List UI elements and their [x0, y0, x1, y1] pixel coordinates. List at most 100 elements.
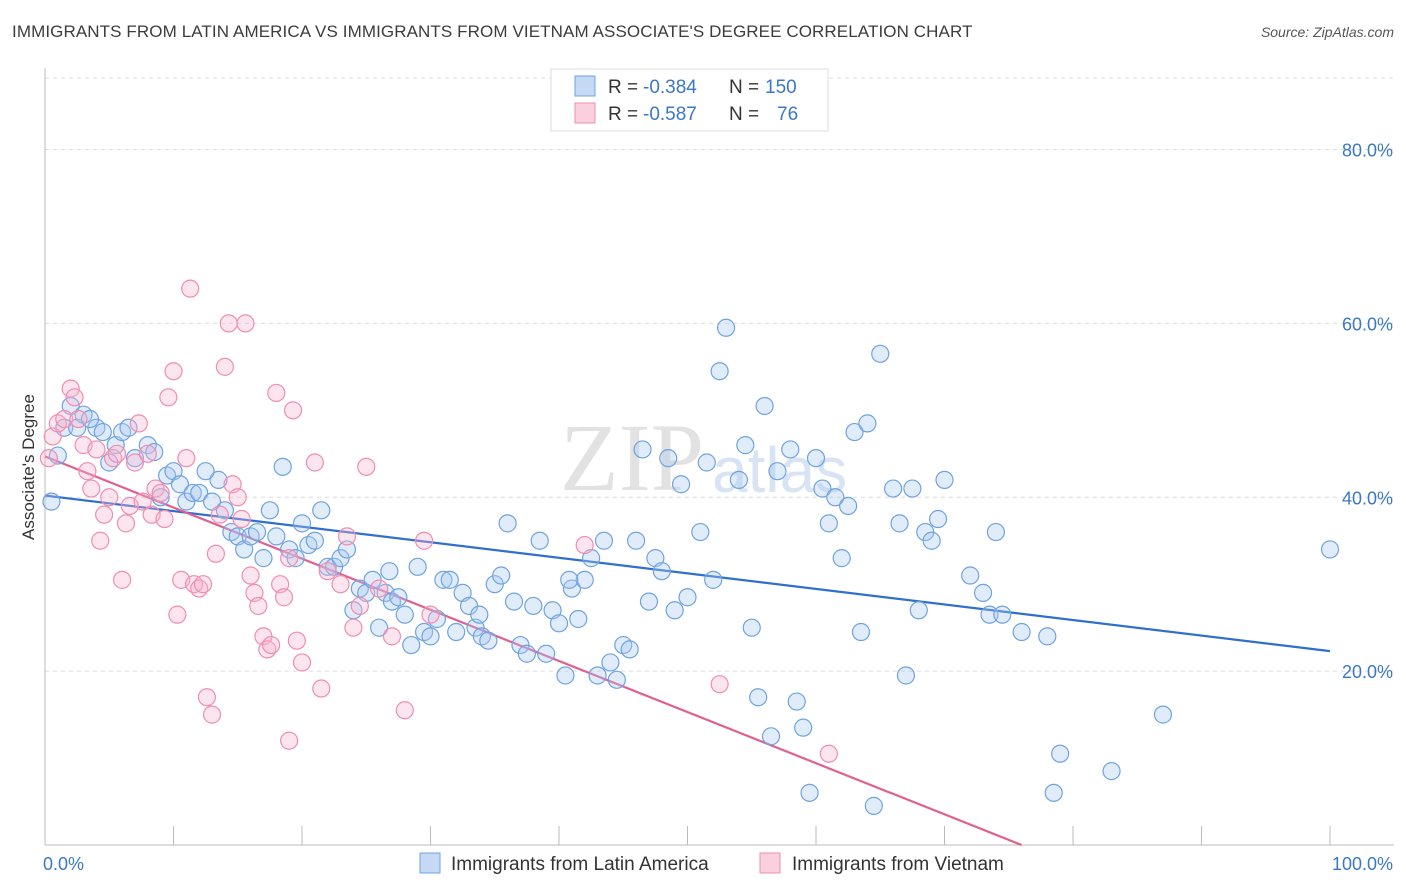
y-tick-label: 40.0%	[1342, 488, 1393, 508]
point-latin-america	[395, 605, 414, 624]
point-vietnam	[337, 527, 357, 546]
point-vietnam	[82, 479, 101, 498]
point-latin-america	[883, 479, 903, 498]
point-vietnam	[287, 631, 306, 650]
point-vietnam	[370, 579, 389, 598]
watermark: ZIP	[560, 404, 704, 511]
point-latin-america	[851, 622, 871, 642]
point-vietnam	[262, 635, 281, 655]
point-latin-america	[1320, 540, 1340, 559]
point-latin-america	[1153, 705, 1173, 724]
point-latin-america	[1051, 744, 1070, 763]
point-latin-america	[530, 531, 549, 550]
point-vietnam	[382, 627, 402, 646]
point-latin-america	[145, 442, 164, 462]
point-latin-america	[421, 627, 440, 646]
point-latin-america	[980, 605, 999, 624]
point-latin-america	[845, 422, 864, 442]
point-latin-america	[928, 509, 948, 529]
point-vietnam	[219, 314, 238, 333]
point-latin-america	[260, 501, 279, 520]
point-vietnam	[249, 596, 268, 616]
point-vietnam	[159, 388, 178, 407]
point-vietnam	[210, 505, 229, 524]
point-latin-america	[607, 670, 626, 689]
point-vietnam	[395, 701, 414, 720]
point-latin-america	[183, 483, 202, 503]
point-latin-america	[209, 470, 228, 489]
point-latin-america	[652, 562, 671, 581]
point-latin-america	[440, 570, 459, 589]
point-latin-america	[890, 514, 909, 533]
legend-r-label: R =	[608, 77, 638, 98]
point-latin-america	[806, 449, 826, 468]
point-latin-america	[986, 522, 1006, 542]
point-latin-america	[305, 531, 324, 550]
point-vietnam	[350, 596, 369, 616]
point-latin-america	[826, 488, 845, 507]
point-vietnam	[151, 483, 170, 503]
point-latin-america	[903, 479, 922, 498]
source-label: Source: ZipAtlas.com	[1260, 24, 1394, 40]
point-vietnam	[421, 605, 440, 624]
point-latin-america	[761, 727, 781, 746]
point-vietnam	[100, 488, 119, 507]
point-latin-america	[170, 475, 190, 494]
point-latin-america	[742, 618, 761, 637]
point-vietnam	[197, 688, 217, 707]
trend-lines	[44, 455, 1331, 847]
axes	[44, 68, 1394, 846]
point-vietnam	[215, 357, 234, 376]
chart-title: IMMIGRANTS FROM LATIN AMERICA VS IMMIGRA…	[12, 22, 973, 41]
point-latin-america	[470, 605, 489, 624]
point-vietnam	[168, 605, 187, 624]
point-vietnam	[344, 618, 363, 637]
legend-r-value: -0.384	[643, 77, 697, 98]
point-vietnam	[177, 449, 196, 468]
point-vietnam	[280, 549, 299, 568]
point-latin-america	[601, 653, 620, 672]
point-latin-america	[755, 396, 774, 416]
point-latin-america	[492, 566, 511, 585]
point-vietnam	[78, 462, 97, 481]
point-latin-america	[292, 514, 312, 533]
point-latin-america	[858, 414, 877, 433]
point-latin-america	[665, 601, 684, 620]
point-vietnam	[274, 588, 294, 607]
legend-swatch-blue	[574, 75, 596, 97]
x-tick-labels: 0.0% 100.0%	[43, 854, 1393, 874]
point-vietnam	[710, 675, 729, 694]
series-label: Immigrants from Latin America	[451, 854, 709, 875]
point-vietnam	[236, 314, 255, 333]
point-latin-america	[370, 618, 389, 637]
point-vietnam	[138, 444, 157, 463]
point-vietnam	[65, 388, 84, 407]
point-vietnam	[331, 575, 350, 594]
point-vietnam	[133, 492, 152, 511]
point-latin-america	[749, 688, 768, 707]
point-latin-america	[517, 644, 536, 663]
point-vietnam	[312, 679, 331, 698]
point-latin-america	[286, 549, 305, 568]
point-latin-america	[312, 501, 331, 520]
y-tick-labels: 20.0% 40.0% 60.0% 80.0%	[1342, 141, 1393, 683]
point-latin-america	[434, 570, 453, 589]
legend-n-label: N =	[729, 77, 759, 98]
point-vietnam	[181, 279, 200, 298]
point-latin-america	[408, 557, 427, 576]
point-latin-america	[896, 666, 916, 685]
point-latin-america	[710, 362, 729, 381]
point-vietnam	[575, 535, 594, 555]
point-latin-america	[569, 609, 588, 629]
point-latin-america	[588, 666, 607, 685]
point-latin-america	[524, 596, 543, 616]
y-tick-label: 60.0%	[1342, 314, 1393, 334]
point-latin-america	[93, 422, 112, 442]
point-latin-america	[935, 470, 954, 489]
point-latin-america	[479, 631, 498, 650]
point-vietnam	[91, 531, 110, 550]
legend-swatch-pink	[574, 102, 596, 124]
point-latin-america	[909, 601, 928, 620]
point-vietnam	[414, 531, 434, 550]
